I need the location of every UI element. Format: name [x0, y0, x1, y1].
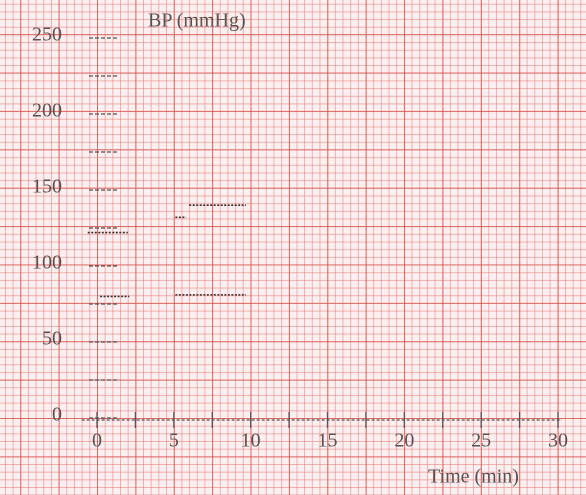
y-axis-label: BP (mmHg) — [148, 10, 246, 32]
x-tick-label: 20 — [394, 430, 414, 452]
x-tick-label: 30 — [548, 430, 568, 452]
x-tick-label: 25 — [471, 430, 491, 452]
y-tick-label: 0 — [52, 404, 62, 426]
y-tick-label: 100 — [32, 252, 62, 274]
y-tick-label: 200 — [32, 100, 62, 122]
y-tick-label: 50 — [42, 328, 62, 350]
y-tick-label: 150 — [32, 176, 62, 198]
x-tick-label: 15 — [318, 430, 338, 452]
x-tick-label: 0 — [92, 430, 102, 452]
x-tick-label: 5 — [169, 430, 179, 452]
y-tick-label: 250 — [32, 24, 62, 46]
x-tick-label: 10 — [241, 430, 261, 452]
x-axis-label: Time (min) — [428, 466, 519, 488]
